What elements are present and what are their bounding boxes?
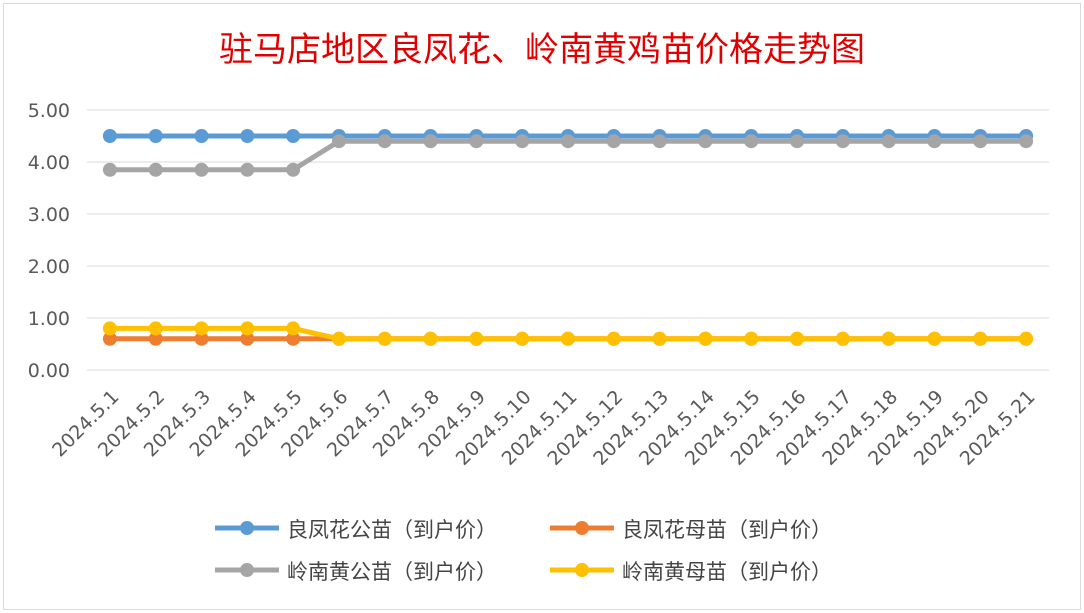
legend-marker-dot — [240, 563, 254, 577]
data-point — [286, 129, 301, 143]
data-point — [240, 321, 255, 336]
data-point — [240, 331, 255, 346]
data-point — [240, 162, 255, 177]
data-point — [286, 321, 301, 336]
data-point — [102, 129, 117, 143]
data-point — [423, 331, 438, 346]
data-point — [194, 321, 209, 336]
y-tick-label: 3.00 — [28, 204, 70, 226]
legend-marker-dot — [575, 563, 589, 577]
data-point — [515, 134, 530, 149]
data-point — [286, 331, 301, 346]
data-point — [1019, 331, 1034, 346]
data-point — [194, 162, 209, 177]
data-point — [148, 162, 163, 177]
legend-marker-dot — [240, 521, 254, 535]
y-tick-label: 1.00 — [28, 308, 70, 330]
data-point — [606, 331, 621, 346]
data-point — [927, 331, 942, 346]
data-point — [423, 134, 438, 149]
data-point — [790, 134, 805, 149]
data-point — [331, 331, 346, 346]
legend-label: 良凤花母苗（到户价） — [622, 518, 832, 542]
data-point — [469, 134, 484, 149]
data-point — [148, 129, 163, 143]
data-point — [515, 331, 530, 346]
y-tick-label: 5.00 — [28, 100, 70, 122]
data-point — [835, 331, 850, 346]
y-tick-label: 4.00 — [28, 152, 70, 174]
data-point — [148, 331, 163, 346]
data-point — [652, 331, 667, 346]
legend-label: 良凤花公苗（到户价） — [287, 518, 497, 542]
data-point — [102, 321, 117, 336]
data-point — [240, 129, 255, 143]
data-point — [744, 134, 759, 149]
data-point — [102, 162, 117, 177]
data-point — [927, 134, 942, 149]
legend-marker-dot — [575, 521, 589, 535]
data-point — [561, 331, 575, 346]
y-tick-label: 2.00 — [28, 256, 70, 278]
data-point — [1019, 134, 1034, 149]
data-point — [102, 331, 117, 346]
data-point — [698, 331, 713, 346]
legend-label: 岭南黄公苗（到户价） — [287, 560, 497, 584]
chart-title: 驻马店地区良凤花、岭南黄鸡苗价格走势图 — [219, 30, 865, 70]
data-point — [148, 321, 163, 336]
data-point — [377, 331, 392, 346]
data-point — [881, 134, 896, 149]
data-point — [561, 134, 575, 149]
data-point — [881, 331, 896, 346]
data-point — [973, 331, 988, 346]
data-point — [790, 331, 805, 346]
data-point — [286, 162, 301, 177]
data-point — [698, 134, 713, 149]
data-point — [606, 134, 621, 149]
data-point — [331, 134, 346, 149]
data-point — [652, 134, 667, 149]
data-point — [744, 331, 759, 346]
data-point — [469, 331, 484, 346]
data-point — [835, 134, 850, 149]
data-point — [194, 129, 209, 143]
chart-frame — [3, 3, 1081, 610]
data-point — [973, 134, 988, 149]
data-point — [194, 331, 209, 346]
y-tick-label: 0.00 — [28, 360, 70, 382]
data-point — [377, 134, 392, 149]
legend-label: 岭南黄母苗（到户价） — [622, 560, 832, 584]
